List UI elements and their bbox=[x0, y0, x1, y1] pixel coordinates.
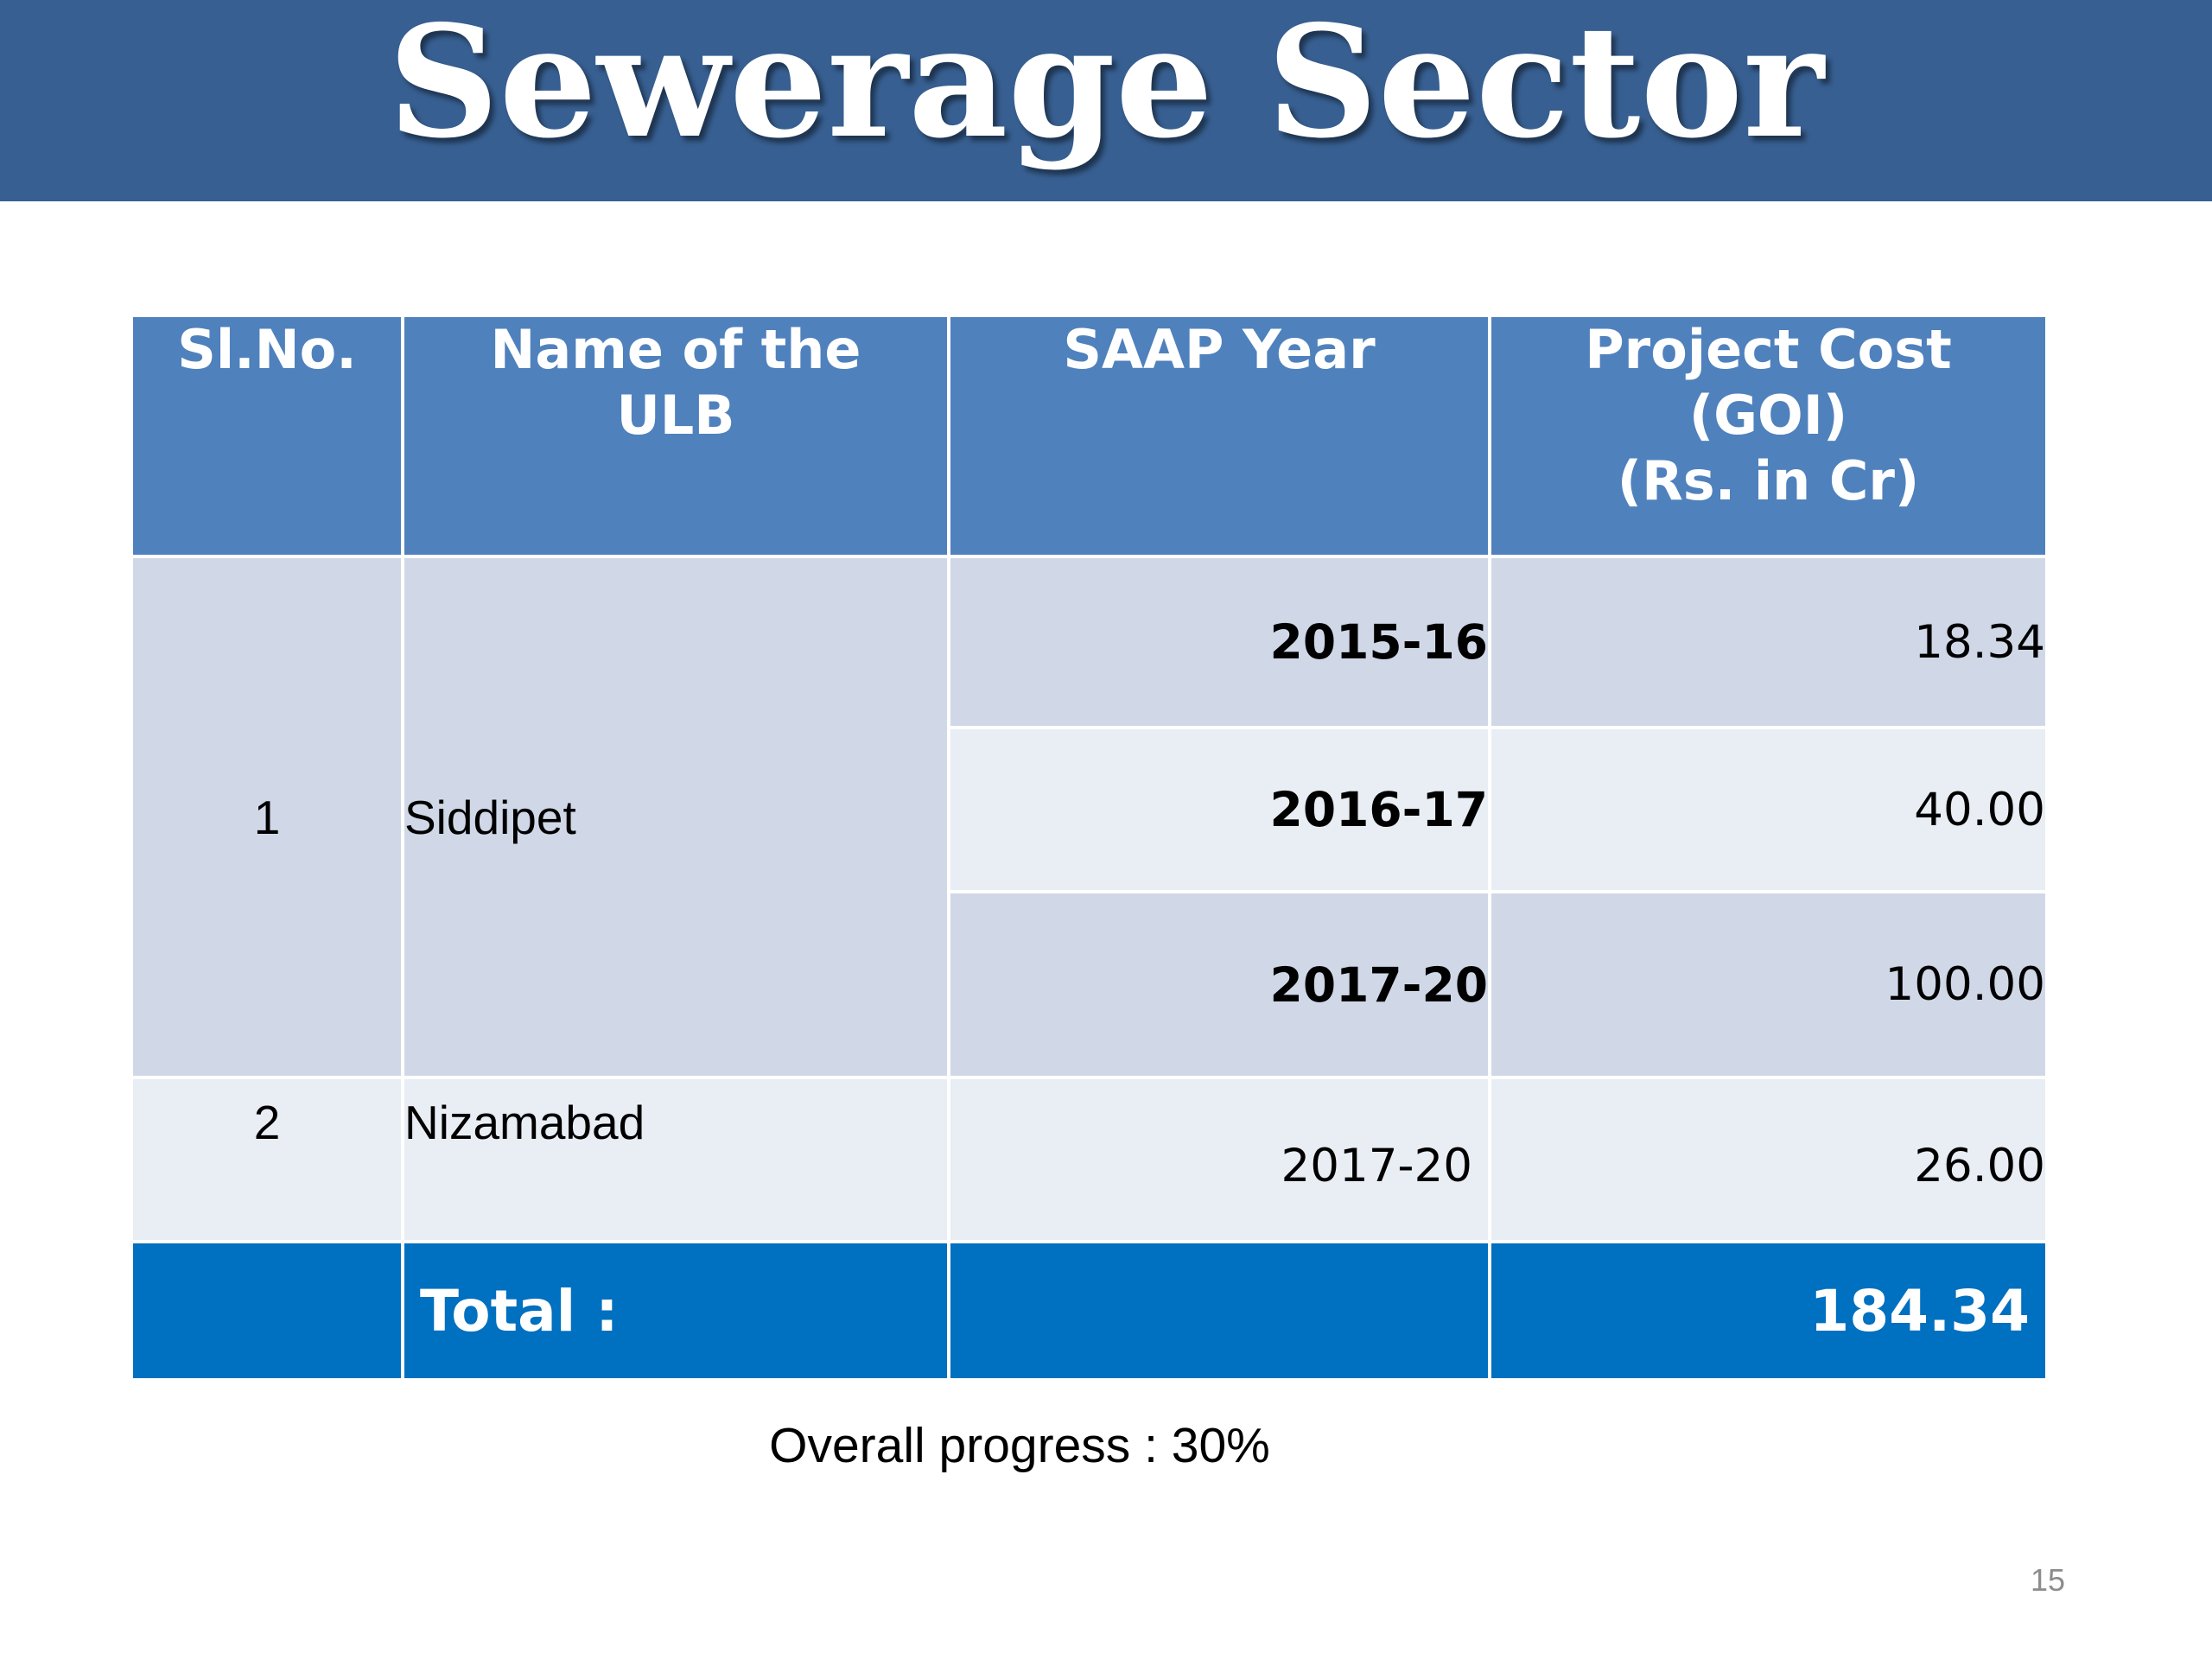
sl-no-cell: 2 bbox=[130, 1076, 404, 1243]
total-label: Total : bbox=[401, 1240, 950, 1382]
sl-no-cell: 1 bbox=[130, 555, 404, 1079]
title-bar bbox=[0, 0, 2212, 201]
table-row: 2 Nizamabad 2017-20 26.00 bbox=[130, 1076, 2049, 1243]
table-row: 1 Siddipet 2015-16 18.34 bbox=[130, 555, 2049, 1079]
header-sl-no: Sl.No. bbox=[130, 314, 404, 558]
slide-title: Sewerage Sector bbox=[388, 0, 1824, 172]
saap-year-cell: 2017-20 bbox=[947, 890, 1491, 1079]
table-row: 2016-17 40.00 bbox=[131, 726, 2049, 893]
page-number: 15 bbox=[2031, 1562, 2066, 1598]
sewerage-table: Sl.No. Name of the ULB SAAP Year Project … bbox=[130, 314, 2049, 1382]
total-empty-cell bbox=[130, 1240, 404, 1382]
table-row: 2017-20 100.00 bbox=[131, 890, 2049, 1079]
total-empty-cell bbox=[947, 1240, 1491, 1382]
project-cost-cell: 18.34 bbox=[1488, 555, 2049, 729]
table-header-row: Sl.No. Name of the ULB SAAP Year Project … bbox=[130, 314, 2049, 558]
project-cost-cell: 100.00 bbox=[1488, 890, 2049, 1079]
ulb-name-cell: Siddipet bbox=[401, 555, 950, 1079]
project-cost-cell: 40.00 bbox=[1488, 726, 2049, 893]
total-value: 184.34 bbox=[1488, 1240, 2049, 1382]
header-project-cost: Project Cost (GOI) (Rs. in Cr) bbox=[1488, 314, 2049, 558]
ulb-name-cell: Nizamabad bbox=[401, 1076, 950, 1243]
saap-year-cell: 2017-20 bbox=[947, 1076, 1491, 1243]
project-cost-cell: 26.00 bbox=[1488, 1076, 2049, 1243]
header-saap-year: SAAP Year bbox=[947, 314, 1491, 558]
header-ulb-name: Name of the ULB bbox=[401, 314, 950, 558]
saap-year-cell: 2015-16 bbox=[947, 555, 1491, 729]
saap-year-cell: 2016-17 bbox=[947, 726, 1491, 893]
overall-progress: Overall progress : 30% bbox=[769, 1418, 1270, 1473]
total-row: Total : 184.34 bbox=[130, 1240, 2049, 1382]
